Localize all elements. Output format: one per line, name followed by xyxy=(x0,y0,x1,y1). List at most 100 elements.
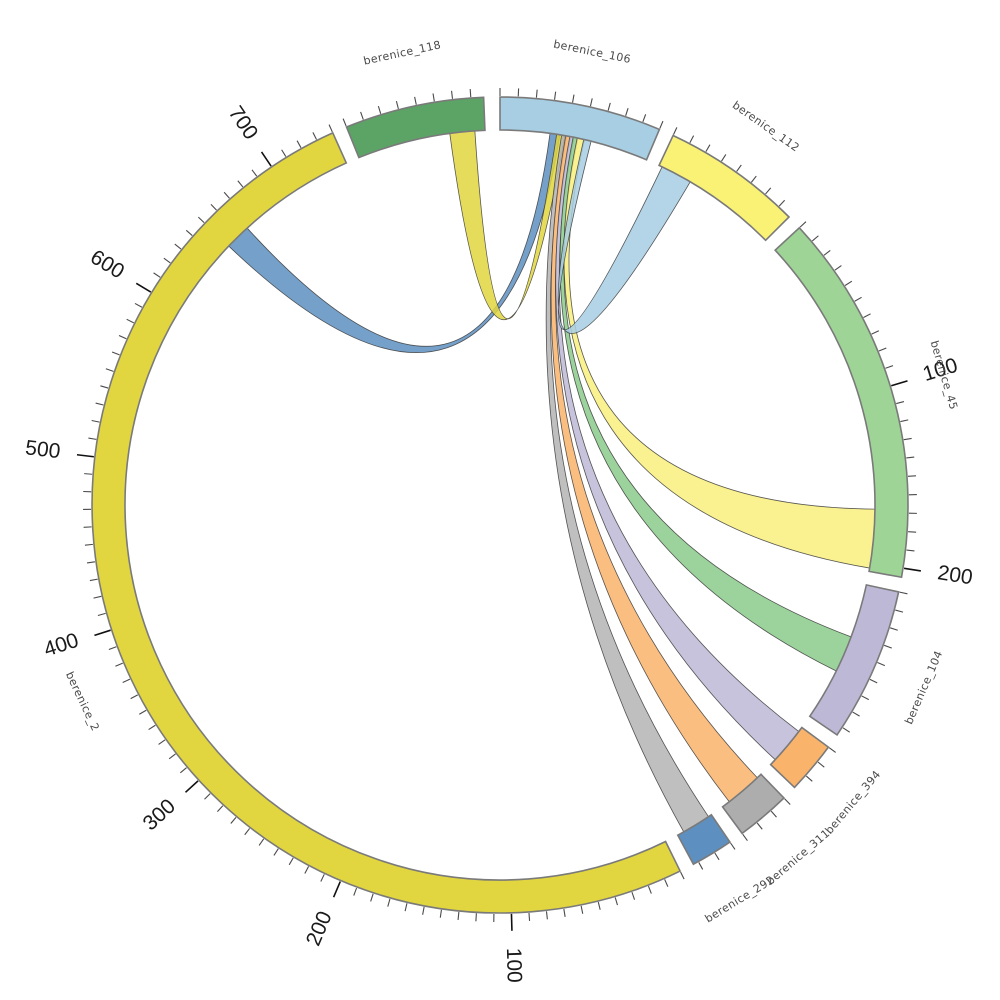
minor-tick-berenice_2 xyxy=(251,169,258,177)
ribbon-berenice_106-to-berenice_45 xyxy=(563,137,876,569)
minor-tick-berenice_104 xyxy=(869,678,878,684)
minor-tick-berenice_2 xyxy=(273,848,279,856)
tick-label-berenice_2-600: 600 xyxy=(86,246,128,284)
minor-tick-berenice_2 xyxy=(597,901,601,910)
minor-tick-berenice_2 xyxy=(404,903,408,912)
minor-tick-berenice_2 xyxy=(168,753,176,760)
sector-label-berenice_394: berenice_394 xyxy=(823,768,884,837)
sector-label-berenice_292: berenice_292 xyxy=(703,873,777,925)
minor-tick-berenice_2 xyxy=(457,911,460,920)
minor-tick-berenice_45 xyxy=(906,549,915,552)
minor-tick-berenice_2 xyxy=(105,368,114,372)
major-tick-berenice_2-200 xyxy=(332,881,341,898)
minor-tick-berenice_104 xyxy=(842,727,851,733)
minor-tick-berenice_2 xyxy=(111,351,120,356)
minor-tick-berenice_2 xyxy=(88,437,97,440)
minor-tick-berenice_45 xyxy=(863,313,871,318)
minor-tick-berenice_45 xyxy=(799,221,807,228)
minor-tick-berenice_118 xyxy=(469,89,472,98)
minor-tick-berenice_2 xyxy=(422,906,425,915)
minor-tick-berenice_112 xyxy=(672,127,678,135)
minor-tick-berenice_2 xyxy=(163,257,171,264)
minor-tick-berenice_104 xyxy=(883,644,892,649)
minor-tick-berenice_112 xyxy=(778,199,786,207)
minor-tick-berenice_118 xyxy=(414,96,417,105)
tick-label-berenice_2-100: 100 xyxy=(502,947,526,983)
minor-tick-berenice_2 xyxy=(89,578,98,582)
minor-tick-berenice_394 xyxy=(828,747,836,753)
minor-tick-berenice_2 xyxy=(86,561,96,564)
sector-arc-berenice_112 xyxy=(658,134,791,242)
minor-tick-berenice_118 xyxy=(451,90,454,99)
minor-tick-berenice_2 xyxy=(631,891,636,900)
minor-tick-berenice_2 xyxy=(204,793,211,800)
minor-tick-berenice_2 xyxy=(680,871,685,880)
minor-tick-berenice_104 xyxy=(861,695,870,701)
tick-label-berenice_2-400: 400 xyxy=(41,629,81,662)
minor-tick-berenice_2 xyxy=(91,419,100,423)
minor-tick-berenice_2 xyxy=(130,694,138,700)
minor-tick-berenice_2 xyxy=(93,595,102,599)
minor-tick-berenice_2 xyxy=(122,678,131,684)
minor-tick-berenice_2 xyxy=(126,318,135,324)
minor-tick-berenice_45 xyxy=(896,401,905,405)
minor-tick-berenice_45 xyxy=(885,365,894,369)
tick-label-berenice_2-700: 700 xyxy=(224,102,263,144)
minor-tick-berenice_2 xyxy=(528,912,531,921)
minor-tick-berenice_45 xyxy=(811,235,819,242)
minor-tick-berenice_45 xyxy=(908,531,917,533)
minor-tick-berenice_2 xyxy=(580,905,584,914)
minor-tick-berenice_112 xyxy=(689,135,695,144)
minor-tick-berenice_112 xyxy=(750,175,757,183)
minor-tick-berenice_2 xyxy=(353,887,358,896)
minor-tick-berenice_2 xyxy=(647,885,652,894)
minor-tick-berenice_2 xyxy=(139,709,147,715)
minor-tick-berenice_2 xyxy=(563,908,566,917)
minor-tick-berenice_106 xyxy=(589,98,593,107)
minor-tick-berenice_118 xyxy=(432,93,435,102)
minor-tick-berenice_2 xyxy=(100,385,109,389)
sector-arc-berenice_2 xyxy=(91,131,682,914)
minor-tick-berenice_106 xyxy=(659,120,664,129)
minor-tick-berenice_2 xyxy=(84,473,93,475)
minor-tick-berenice_112 xyxy=(705,144,711,152)
tick-label-berenice_2-500: 500 xyxy=(24,436,62,463)
minor-tick-berenice_311 xyxy=(742,833,748,841)
minor-tick-berenice_104 xyxy=(889,627,898,631)
minor-tick-berenice_2 xyxy=(148,724,156,730)
major-tick-berenice_2-300 xyxy=(184,780,199,793)
minor-tick-berenice_112 xyxy=(721,154,727,162)
minor-tick-berenice_2 xyxy=(95,402,104,406)
major-tick-berenice_2-500 xyxy=(76,453,94,458)
minor-tick-berenice_311 xyxy=(756,822,763,830)
tick-label-berenice_2-300: 300 xyxy=(139,795,180,836)
minor-tick-berenice_104 xyxy=(895,609,904,613)
minor-tick-berenice_45 xyxy=(844,280,853,286)
sector-label-berenice_104: berenice_104 xyxy=(902,649,945,727)
minor-tick-berenice_2 xyxy=(281,149,287,157)
tick-label-berenice_45-200: 200 xyxy=(936,561,974,589)
minor-tick-berenice_2 xyxy=(118,334,127,340)
minor-tick-berenice_2 xyxy=(223,191,230,199)
minor-tick-berenice_394 xyxy=(817,761,825,768)
minor-tick-berenice_104 xyxy=(877,662,886,667)
minor-tick-berenice_104 xyxy=(852,711,860,717)
minor-tick-berenice_2 xyxy=(614,897,618,906)
minor-tick-berenice_2 xyxy=(304,866,310,874)
minor-tick-berenice_2 xyxy=(134,302,143,308)
minor-tick-berenice_2 xyxy=(185,229,193,236)
minor-tick-berenice_2 xyxy=(296,140,302,148)
sector-arc-berenice_106 xyxy=(499,96,661,161)
minor-tick-berenice_2 xyxy=(115,662,124,667)
minor-tick-berenice_2 xyxy=(97,612,106,617)
minor-tick-berenice_118 xyxy=(342,118,347,127)
minor-tick-berenice_2 xyxy=(174,243,182,250)
minor-tick-berenice_2 xyxy=(312,132,317,140)
sector-arc-berenice_118 xyxy=(345,96,486,159)
minor-tick-berenice_106 xyxy=(642,114,647,122)
minor-tick-berenice_2 xyxy=(328,124,333,133)
minor-tick-berenice_2 xyxy=(244,828,251,836)
minor-tick-berenice_118 xyxy=(360,111,364,120)
